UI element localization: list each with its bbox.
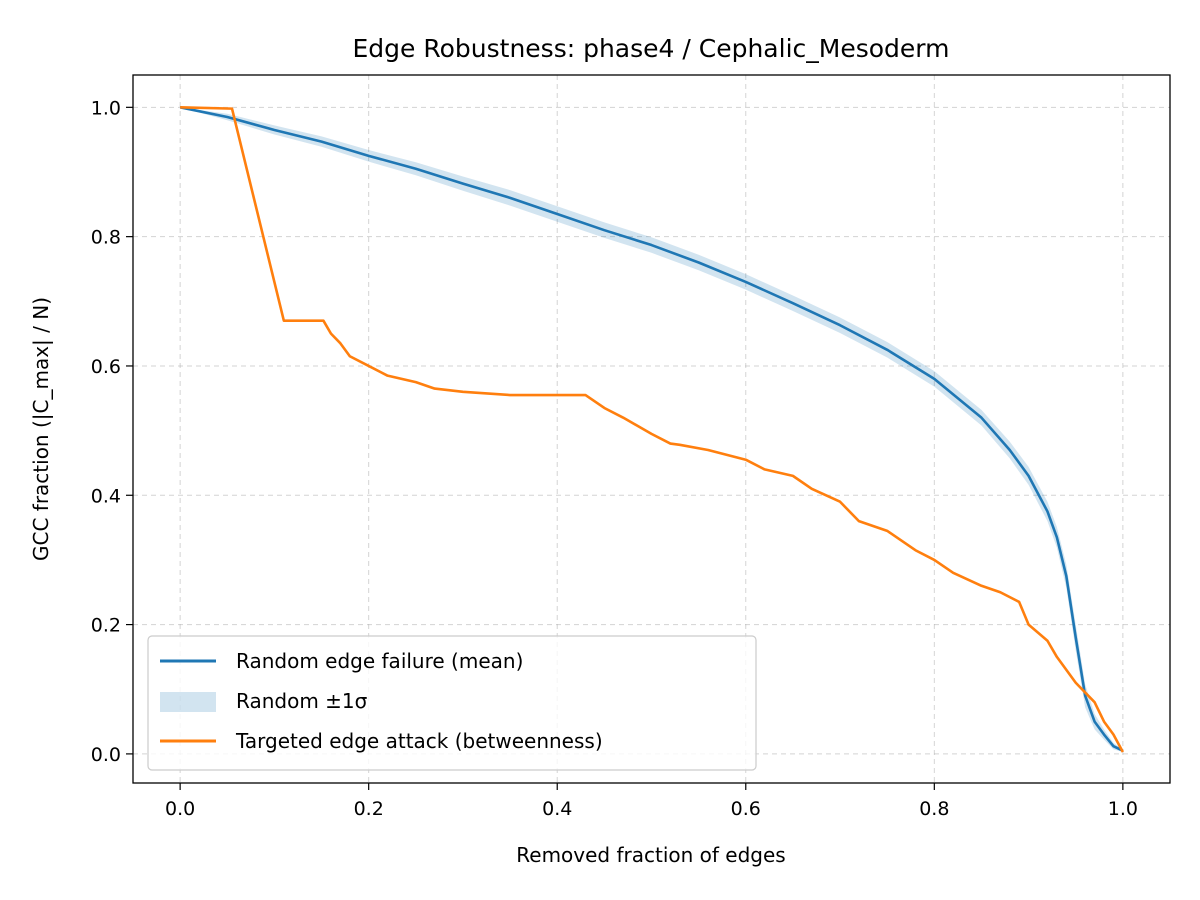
- targeted-attack-line: [180, 106, 1125, 753]
- x-axis-ticks: 0.0 0.2 0.4 0.6 0.8 1.0: [165, 783, 1138, 820]
- y-tick-label: 0.6: [91, 356, 121, 378]
- y-axis-ticks: 0.0 0.2 0.4 0.6 0.8 1.0: [91, 97, 133, 766]
- random-mean-line: [179, 106, 1124, 752]
- legend-label-targeted: Targeted edge attack (betweenness): [235, 729, 603, 753]
- legend-label-random-mean: Random edge failure (mean): [236, 649, 523, 673]
- x-tick-label: 0.8: [919, 798, 949, 820]
- chart-title: Edge Robustness: phase4 / Cephalic_Mesod…: [353, 34, 950, 63]
- y-tick-label: 0.0: [91, 744, 121, 766]
- legend-label-random-sigma: Random ±1σ: [236, 689, 368, 713]
- y-tick-label: 0.8: [91, 227, 121, 249]
- plot-frame: [132, 74, 1171, 784]
- x-tick-label: 1.0: [1108, 798, 1138, 820]
- legend: Random edge failure (mean) Random ±1σ Ta…: [147, 635, 757, 771]
- grid-lines: [133, 75, 1170, 783]
- x-tick-label: 0.2: [354, 798, 384, 820]
- y-tick-label: 0.4: [91, 485, 121, 507]
- legend-swatch-random-sigma: [160, 692, 216, 712]
- legend-box: [147, 635, 757, 771]
- x-tick-label: 0.4: [542, 798, 572, 820]
- x-tick-label: 0.0: [165, 798, 195, 820]
- x-tick-label: 0.6: [731, 798, 761, 820]
- series-line-layer: [179, 106, 1125, 753]
- y-tick-label: 1.0: [91, 97, 121, 119]
- y-tick-label: 0.2: [91, 615, 121, 637]
- x-axis-label: Removed fraction of edges: [516, 843, 785, 867]
- y-axis-label: GCC fraction (|C_max| / N): [29, 297, 53, 561]
